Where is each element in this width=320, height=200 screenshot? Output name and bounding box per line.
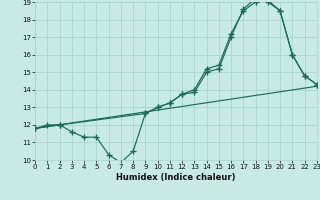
X-axis label: Humidex (Indice chaleur): Humidex (Indice chaleur) [116, 173, 236, 182]
